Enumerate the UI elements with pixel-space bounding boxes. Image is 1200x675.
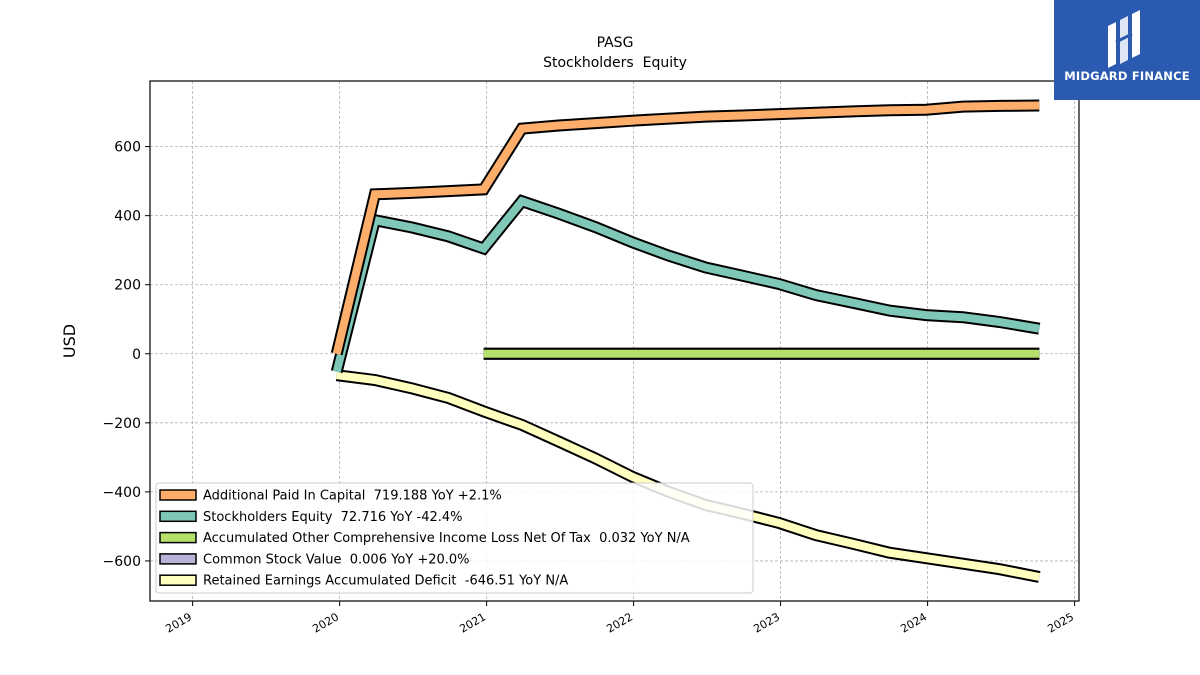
y-axis-label: USD (60, 324, 79, 358)
plot-frame (149, 80, 1080, 602)
x-tick-label-1: 2020 (310, 610, 341, 635)
legend-swatch-0 (159, 489, 197, 501)
y-tick-label-4: 200 (114, 278, 141, 294)
x-ticks: 2019 2020 2021 2022 2023 2024 2025 (163, 601, 1076, 636)
legend-box (155, 482, 754, 594)
legend-label-4: Retained Earnings Accumulated Deficit -6… (203, 574, 568, 589)
y-tick-label-2: −200 (103, 416, 141, 432)
legend-swatch-1 (159, 510, 197, 523)
legend-swatch-4 (159, 574, 197, 586)
series-line-outline-1 (330, 194, 1041, 374)
y-ticks: −600 −400 −200 0 200 400 600 (103, 140, 150, 570)
x-tick-label-4: 2023 (751, 610, 782, 635)
legend-label-3: Common Stock Value 0.006 YoY +20.0% (203, 552, 470, 567)
series-1 (330, 194, 1041, 374)
y-tick-label-5: 400 (114, 209, 141, 225)
series-line-1 (332, 196, 1040, 373)
series-0 (330, 99, 1040, 356)
chart-title: PASG (597, 35, 634, 51)
legend-swatch-2 (159, 531, 197, 544)
x-tick-label-0: 2019 (163, 610, 194, 635)
chart-subtitle: Stockholders Equity (543, 55, 687, 71)
legend: Additional Paid In Capital 719.188 YoY +… (155, 482, 754, 594)
y-tick-label-1: −400 (103, 485, 141, 501)
x-tick-label-3: 2022 (604, 610, 635, 635)
legend-label-2: Accumulated Other Comprehensive Income L… (203, 531, 690, 546)
y-tick-label-6: 600 (114, 140, 141, 156)
series-line-0 (332, 101, 1040, 355)
y-tick-label-0: −600 (103, 554, 141, 570)
x-tick-label-5: 2024 (898, 610, 929, 635)
legend-label-1: Stockholders Equity 72.716 YoY -42.4% (203, 510, 463, 525)
brand-logo: MIDGARD FINANCE (1054, 0, 1200, 100)
y-tick-label-3: 0 (132, 347, 141, 363)
legend-label-0: Additional Paid In Capital 719.188 YoY +… (203, 489, 502, 504)
brand-name: MIDGARD FINANCE (1064, 69, 1190, 83)
x-tick-label-6: 2025 (1045, 610, 1076, 635)
legend-swatch-3 (159, 553, 197, 565)
x-tick-label-2: 2021 (457, 610, 488, 635)
midgard-logo-icon (1108, 10, 1140, 68)
